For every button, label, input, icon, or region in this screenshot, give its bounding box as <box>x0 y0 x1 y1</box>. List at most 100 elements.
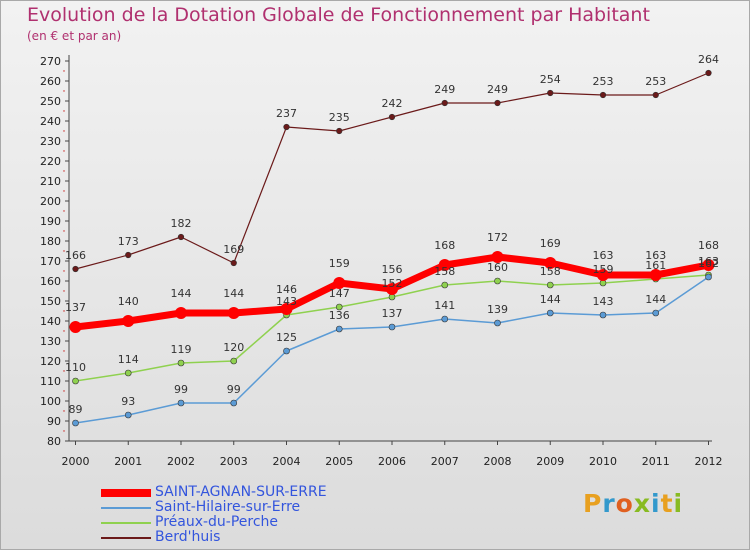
legend-item: Saint-Hilaire-sur-Erre <box>101 499 401 515</box>
series-2-point <box>441 281 449 289</box>
data-label: 161 <box>645 259 666 272</box>
legend-swatch <box>101 522 151 524</box>
data-label: 169 <box>540 237 561 250</box>
series-3-point <box>547 89 554 97</box>
y-minor-dot <box>63 430 65 432</box>
logo-letter: t <box>660 489 674 518</box>
data-label: 137 <box>382 307 403 320</box>
data-label: 160 <box>487 261 508 274</box>
series-3-point <box>494 99 501 107</box>
series-1-point <box>177 399 185 407</box>
series-0-point <box>175 307 187 319</box>
series-1-point <box>705 273 712 281</box>
y-tick-label: 250 <box>40 95 61 108</box>
series-1-point <box>441 315 449 323</box>
y-minor-dot <box>63 110 65 112</box>
x-tick-label: 2006 <box>378 455 406 468</box>
series-2-point <box>494 277 501 285</box>
y-tick-label: 140 <box>40 315 61 328</box>
data-label: 168 <box>698 239 719 252</box>
series-1-point <box>124 411 132 419</box>
data-label: 146 <box>276 283 297 296</box>
data-label: 158 <box>434 265 455 278</box>
data-label: 144 <box>223 287 244 300</box>
x-tick-label: 2008 <box>484 455 512 468</box>
x-tick-label: 2002 <box>167 455 195 468</box>
data-label: 162 <box>698 257 719 270</box>
y-minor-dot <box>63 390 65 392</box>
logo-letter: o <box>615 489 634 518</box>
data-label: 249 <box>487 83 508 96</box>
series-2-point <box>230 357 238 365</box>
series-3-point <box>336 127 343 135</box>
y-tick-label: 110 <box>40 375 61 388</box>
y-minor-dot <box>63 290 65 292</box>
data-label: 147 <box>329 287 350 300</box>
series-0-point <box>491 251 504 263</box>
y-minor-dot <box>63 130 65 132</box>
y-tick-label: 190 <box>40 215 61 228</box>
data-label: 120 <box>223 341 244 354</box>
y-minor-dot <box>63 270 65 272</box>
y-minor-dot <box>63 210 65 212</box>
logo-letter: P <box>583 489 603 518</box>
series-3-point <box>230 259 237 267</box>
series-0-point <box>702 259 715 271</box>
data-label: 166 <box>65 249 86 262</box>
series-1-point <box>652 309 660 317</box>
data-label: 253 <box>645 75 666 88</box>
series-1-point <box>388 323 396 331</box>
series-0-point <box>597 269 609 281</box>
y-tick-label: 230 <box>40 135 61 148</box>
y-tick-label: 210 <box>40 175 61 188</box>
logo-letter: i <box>673 489 684 518</box>
legend-item: Berd'huis <box>101 529 401 545</box>
series-1-point <box>283 347 290 355</box>
y-tick-label: 260 <box>40 75 61 88</box>
data-label: 141 <box>434 299 455 312</box>
series-3-point <box>177 233 185 241</box>
series-3-point <box>441 99 448 107</box>
series-3-point <box>72 265 79 273</box>
series-1-point <box>230 399 238 407</box>
logo-letter: i <box>651 489 661 518</box>
data-label: 144 <box>645 293 666 306</box>
series-3-point <box>388 113 396 121</box>
y-minor-dot <box>63 350 65 352</box>
x-tick-label: 2004 <box>273 455 301 468</box>
x-tick-label: 2012 <box>695 455 723 468</box>
legend-swatch <box>101 489 151 497</box>
series-2-point <box>546 281 554 289</box>
data-label: 110 <box>65 361 86 374</box>
series-3-point <box>705 69 712 77</box>
legend-label: Préaux-du-Perche <box>155 514 279 530</box>
logo-letter: x <box>633 489 651 518</box>
data-label: 136 <box>329 309 350 322</box>
series-2-point <box>72 377 79 385</box>
y-minor-dot <box>63 250 65 252</box>
data-label: 114 <box>118 353 139 366</box>
y-minor-dot <box>63 170 65 172</box>
x-tick-label: 2010 <box>589 455 617 468</box>
data-label: 249 <box>434 83 455 96</box>
series-2-point <box>177 359 185 367</box>
y-tick-label: 270 <box>40 55 61 68</box>
data-label: 264 <box>698 53 719 66</box>
series-0-point <box>438 259 451 271</box>
y-tick-label: 180 <box>40 235 61 248</box>
data-label: 242 <box>382 97 403 110</box>
series-0-point <box>227 307 240 319</box>
data-label: 144 <box>540 293 561 306</box>
data-label: 125 <box>276 331 297 344</box>
x-tick-label: 2000 <box>62 455 90 468</box>
chart-title: Evolution de la Dotation Globale de Fonc… <box>27 4 650 26</box>
legend-label: Saint-Hilaire-sur-Erre <box>155 499 301 515</box>
series-3-point <box>599 91 607 99</box>
data-label: 254 <box>540 73 561 86</box>
data-label: 152 <box>382 277 403 290</box>
y-minor-dot <box>63 90 65 92</box>
y-tick-label: 80 <box>47 435 61 448</box>
data-label: 158 <box>540 265 561 278</box>
